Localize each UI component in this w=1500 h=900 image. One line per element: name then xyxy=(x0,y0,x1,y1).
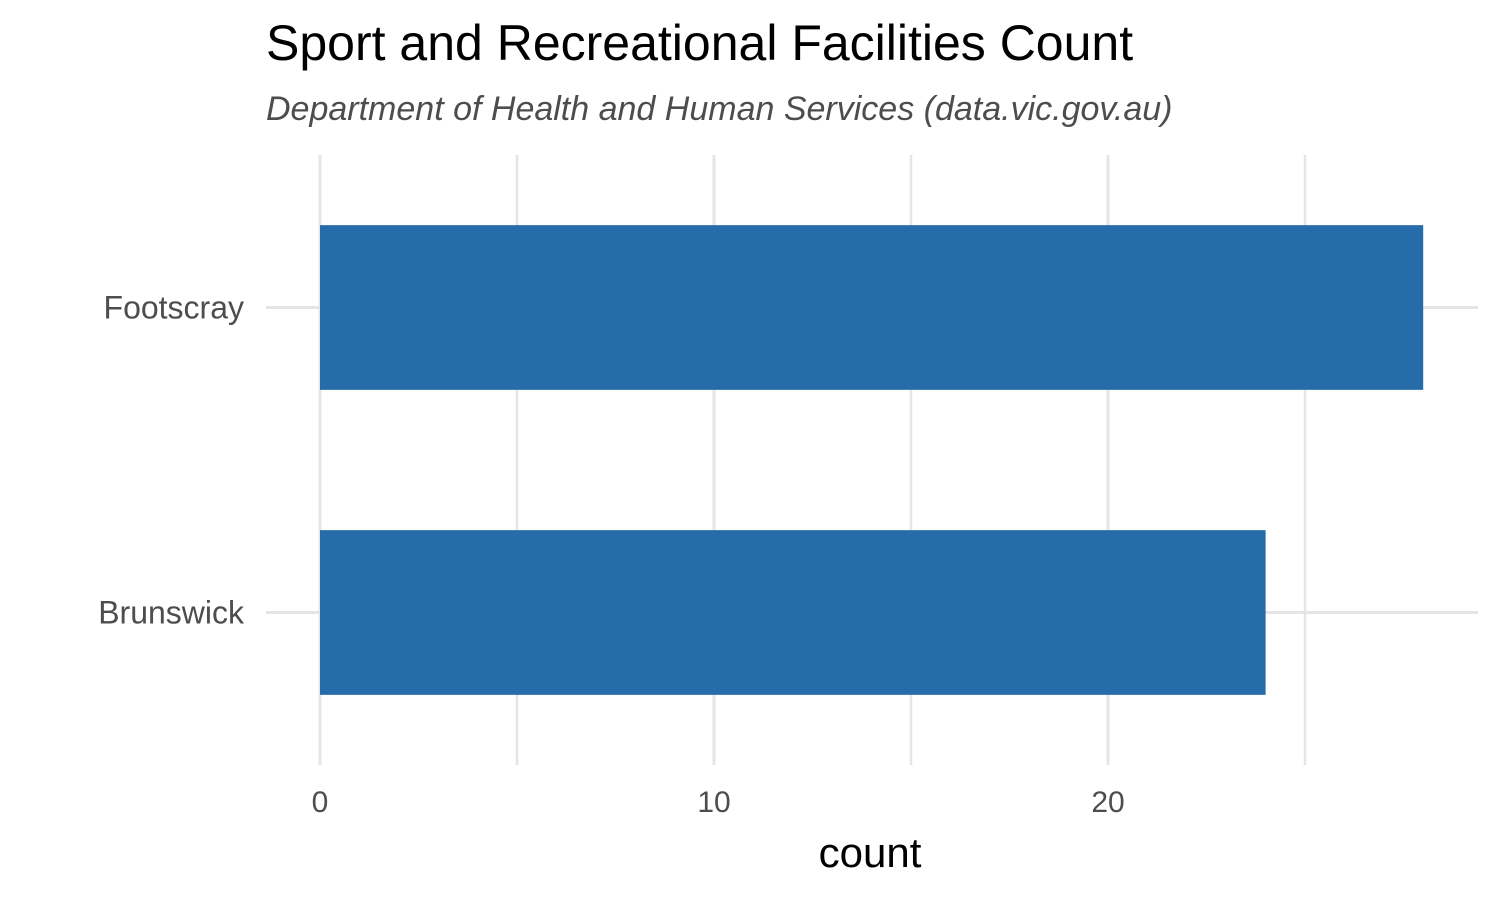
x-tick-label: 0 xyxy=(312,786,329,819)
x-tick-label: 20 xyxy=(1091,786,1124,819)
bar-footscray xyxy=(320,225,1424,390)
x-axis-ticks: 0 10 20 xyxy=(312,786,1125,819)
x-tick-label: 10 xyxy=(697,786,730,819)
chart-title: Sport and Recreational Facilities Count xyxy=(266,15,1134,71)
chart-subtitle: Department of Health and Human Services … xyxy=(266,90,1173,128)
y-tick-label: Brunswick xyxy=(98,595,245,631)
y-tick-label: Footscray xyxy=(104,290,244,326)
bar-brunswick xyxy=(320,530,1266,695)
y-axis-ticks: Footscray Brunswick xyxy=(98,290,245,631)
bars xyxy=(320,225,1424,695)
x-axis-title: count xyxy=(819,829,922,876)
